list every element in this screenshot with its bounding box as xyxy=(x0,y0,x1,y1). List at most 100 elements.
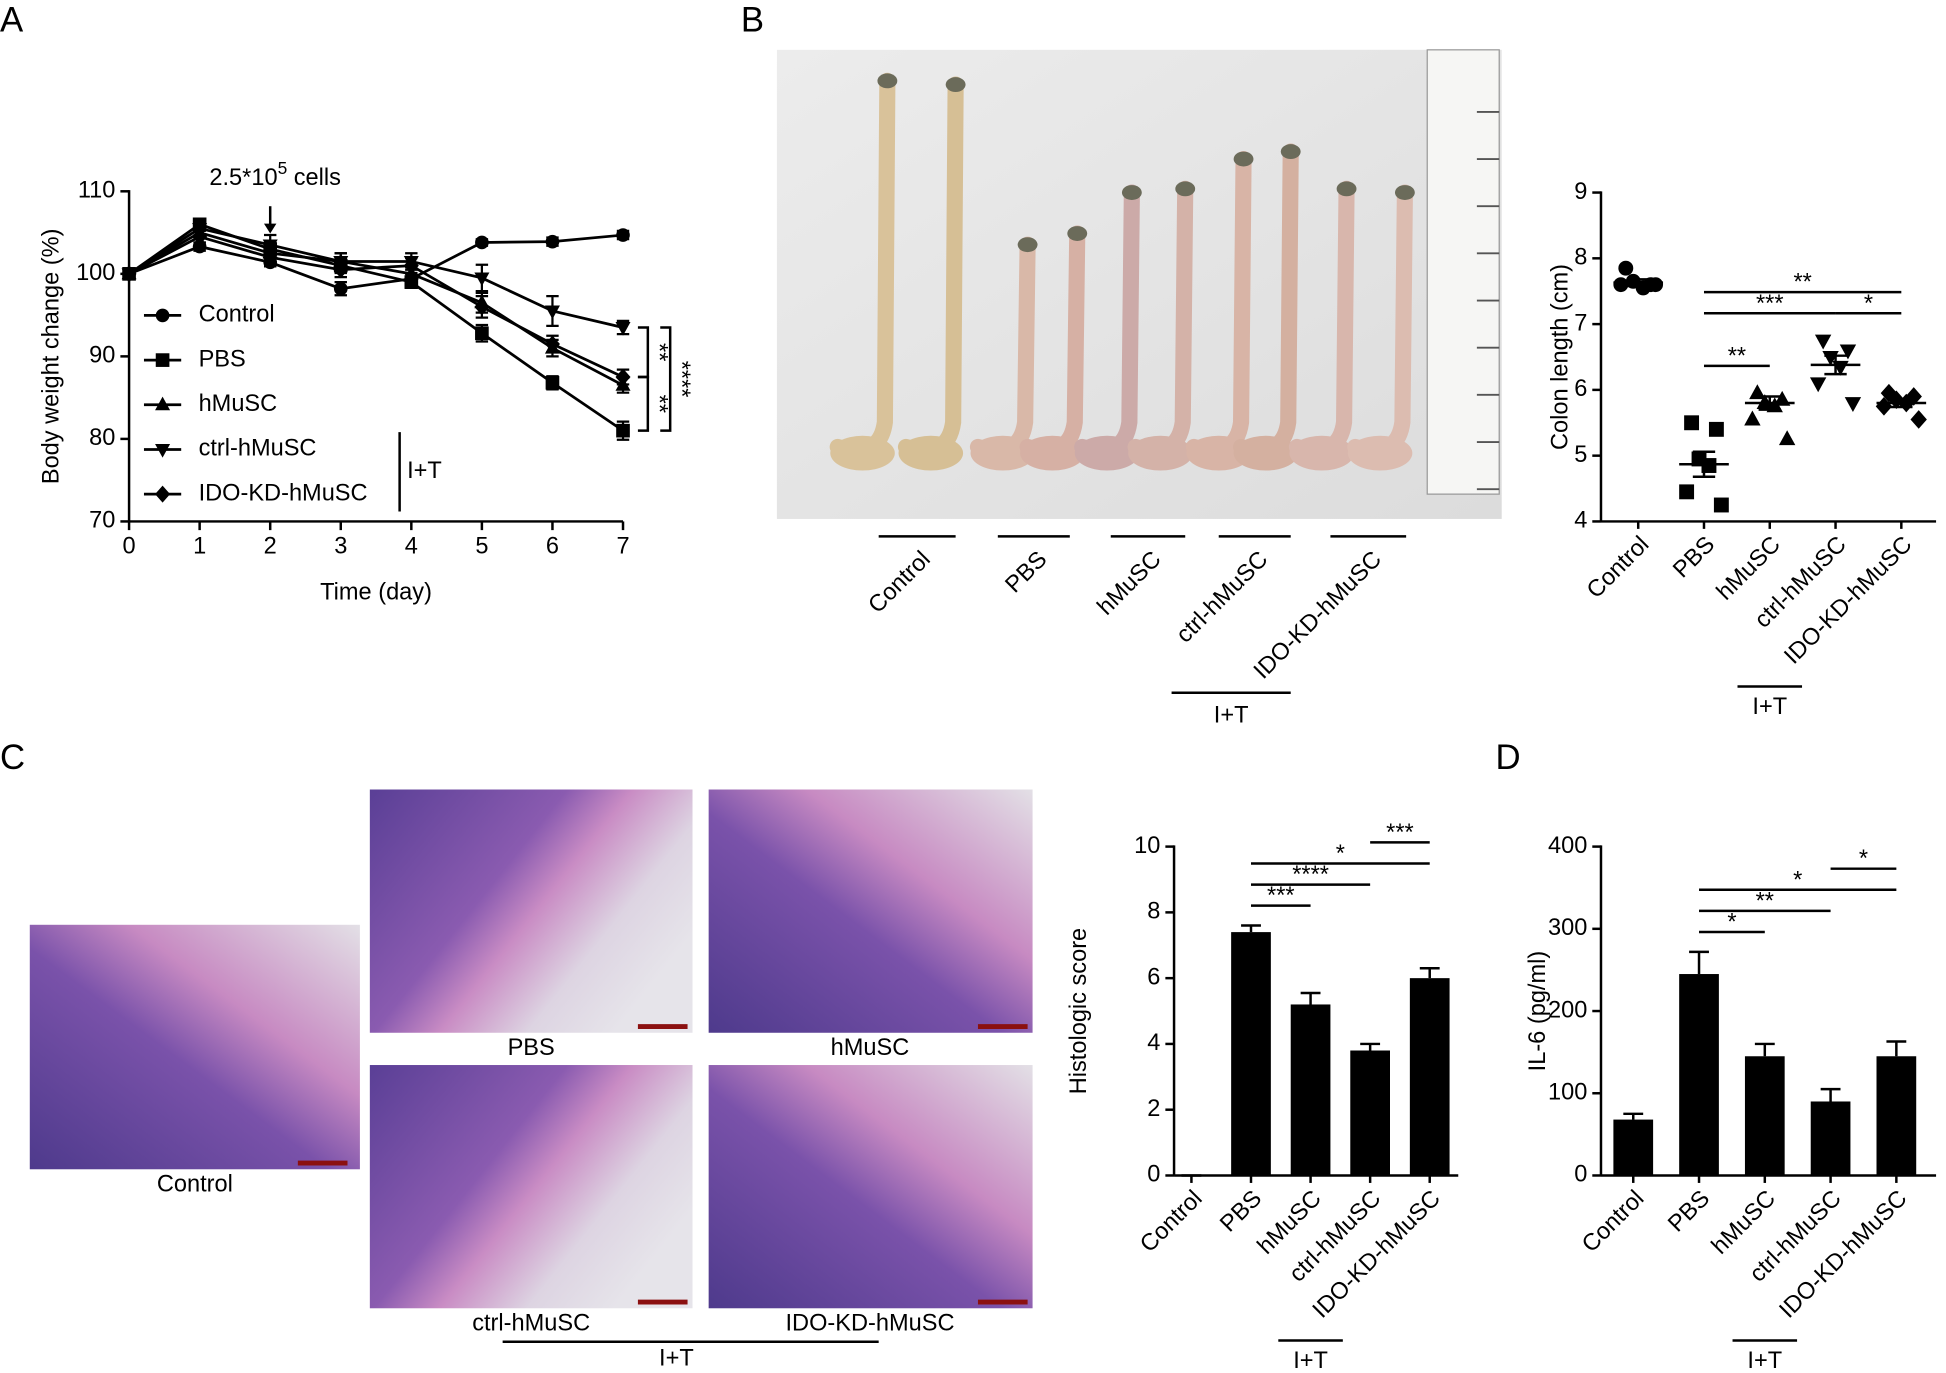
colon-top xyxy=(1067,226,1088,241)
marker xyxy=(615,322,631,336)
y-tick-label: 6 xyxy=(1147,963,1160,989)
histology-image xyxy=(708,1065,1033,1309)
x-tick-label: PBS xyxy=(1668,531,1720,583)
x-tick-label: 0 xyxy=(123,533,136,559)
error-bar xyxy=(1623,1112,1644,1120)
legend-label: PBS xyxy=(199,345,246,371)
legend-label: hMuSC xyxy=(199,390,278,416)
marker xyxy=(155,353,170,367)
error-bar xyxy=(1754,1042,1775,1057)
x-tick-label: 7 xyxy=(616,533,629,559)
y-tick-label: 110 xyxy=(78,177,116,203)
image-label: hMuSC xyxy=(831,1034,910,1060)
marker xyxy=(155,485,171,503)
ruler xyxy=(1426,49,1500,495)
marker xyxy=(1713,497,1729,513)
histology-images xyxy=(29,789,1033,1309)
image-label: IDO-KD-hMuSC xyxy=(785,1310,954,1336)
y-tick-label: 200 xyxy=(1548,996,1587,1022)
marker xyxy=(544,335,560,353)
x-tick-label: PBS xyxy=(1663,1185,1715,1237)
colon-end xyxy=(1074,435,1140,471)
photo-label: ctrl-hMuSC xyxy=(1171,546,1273,648)
y-tick-label: 8 xyxy=(1574,244,1587,270)
marker xyxy=(1744,410,1761,426)
marker xyxy=(403,257,419,275)
marker xyxy=(155,396,171,411)
photo-label: PBS xyxy=(1000,546,1052,598)
marker xyxy=(1910,410,1927,429)
marker xyxy=(121,265,137,283)
group-label: I+T xyxy=(1752,693,1787,719)
colon-photo xyxy=(776,49,1502,519)
marker xyxy=(1684,415,1700,431)
y-tick-label: 4 xyxy=(1147,1029,1160,1055)
marker xyxy=(1708,421,1724,437)
bar xyxy=(1409,978,1450,1176)
colon-top xyxy=(1336,181,1357,197)
marker xyxy=(192,228,208,246)
y-tick-label: 400 xyxy=(1548,832,1587,858)
error-bar xyxy=(1820,1087,1841,1102)
y-axis-title: Histologic score xyxy=(1065,928,1091,1094)
legend-label: Control xyxy=(199,301,275,327)
marker xyxy=(545,234,560,249)
annotation: 2.5*105 cells xyxy=(209,158,341,191)
marker xyxy=(475,326,489,341)
series-line xyxy=(128,233,624,291)
group-label: I+T xyxy=(1293,1347,1328,1373)
y-tick-label: 7 xyxy=(1574,309,1587,335)
marker xyxy=(155,308,170,323)
histology-image xyxy=(369,1065,693,1309)
x-tick-label: Control xyxy=(1577,1185,1649,1257)
colon-top xyxy=(877,73,898,89)
annotation-superscript: 5 xyxy=(278,158,288,178)
bar xyxy=(1350,1050,1390,1176)
y-axis-title: IL-6 (pg/ml) xyxy=(1524,951,1550,1072)
marker xyxy=(1679,484,1695,500)
panel-label: C xyxy=(0,739,25,777)
y-tick-label: 5 xyxy=(1574,441,1587,467)
histology-image xyxy=(369,789,693,1033)
sem-bar xyxy=(1758,395,1781,411)
y-tick-label: 300 xyxy=(1548,914,1587,940)
sem-bar xyxy=(1824,354,1847,376)
marker xyxy=(1618,260,1634,276)
marker xyxy=(333,281,348,296)
y-tick-label: 9 xyxy=(1574,178,1587,204)
significance-label: ** xyxy=(647,343,673,361)
colon-top xyxy=(1175,181,1196,197)
significance-label: * xyxy=(1864,290,1873,316)
colon-top xyxy=(1280,144,1301,160)
marker xyxy=(616,228,630,242)
marker xyxy=(1809,377,1827,393)
colon-end xyxy=(970,435,1036,471)
error-bar xyxy=(1360,1042,1381,1051)
y-tick-label: 2 xyxy=(1147,1095,1160,1121)
marker xyxy=(1839,344,1857,360)
colon-end xyxy=(1347,435,1413,471)
marker xyxy=(333,261,349,279)
significance-label: * xyxy=(1336,840,1345,866)
sem-bar xyxy=(1890,397,1913,409)
group-label: I+T xyxy=(659,1344,694,1370)
marker xyxy=(1814,334,1832,350)
bar xyxy=(1231,932,1271,1176)
error-bar xyxy=(1689,950,1709,975)
sem-bar xyxy=(1692,450,1716,478)
colon-top xyxy=(1233,151,1254,167)
significance-label: * xyxy=(1859,845,1868,871)
significance-label: ** xyxy=(1756,887,1774,913)
bar xyxy=(1679,974,1719,1176)
marker xyxy=(1778,430,1796,446)
error-bar xyxy=(1241,924,1261,933)
marker xyxy=(262,239,278,254)
marker xyxy=(615,368,631,386)
y-tick-label: 6 xyxy=(1574,375,1587,401)
x-tick-label: 5 xyxy=(475,533,488,559)
series-line xyxy=(128,226,624,329)
error-bar xyxy=(1300,991,1321,1005)
significance-label: **** xyxy=(669,361,695,398)
y-tick-label: 4 xyxy=(1574,507,1587,533)
panel-label: D xyxy=(1495,739,1520,777)
